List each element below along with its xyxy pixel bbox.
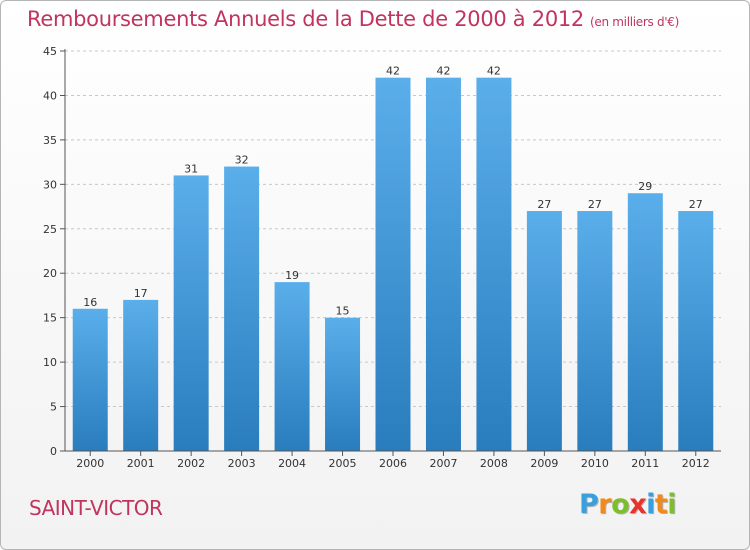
bar-value-label: 29 [638, 180, 652, 193]
x-tick-label: 2008 [480, 457, 508, 470]
bar [325, 317, 361, 451]
y-tick-label: 20 [43, 267, 57, 280]
logo-letter: r [598, 489, 612, 520]
x-tick-label: 2006 [379, 457, 407, 470]
logo-letter: i [667, 489, 677, 520]
labels: 16 17 31 32 19 15 42 42 42 27 27 29 27 [83, 65, 703, 318]
bar-value-label: 42 [436, 65, 450, 78]
bar [425, 77, 461, 452]
y-tick-label: 0 [50, 445, 57, 458]
y-tick-label: 45 [43, 45, 57, 58]
y-tick-label: 25 [43, 223, 57, 236]
proxiti-logo: Proxiti [579, 489, 677, 520]
x-tick-label: 2003 [228, 457, 256, 470]
bar-value-label: 31 [184, 162, 198, 175]
y-tick-label: 30 [43, 178, 57, 191]
bar [173, 175, 209, 451]
bar [476, 77, 512, 452]
bar-value-label: 27 [689, 198, 703, 211]
x-tick-label: 2005 [329, 457, 357, 470]
bars [72, 77, 714, 452]
x-tick-label: 2000 [76, 457, 104, 470]
town-name: SAINT-VICTOR [29, 496, 163, 520]
bar [274, 282, 310, 451]
bar-value-label: 17 [134, 287, 148, 300]
x-tick-label: 2009 [530, 457, 558, 470]
chart-title-text: Remboursements Annuels de la Dette de 20… [27, 7, 584, 31]
chart-title: Remboursements Annuels de la Dette de 20… [27, 7, 679, 31]
bar [123, 299, 159, 451]
bar-value-label: 16 [83, 296, 97, 309]
x-tick-label: 2004 [278, 457, 306, 470]
bar [577, 211, 613, 451]
bar-value-label: 42 [487, 65, 501, 78]
bar [375, 77, 411, 452]
logo-letter: i [646, 489, 655, 520]
x-tick-label: 2001 [127, 457, 155, 470]
logo-letter: o [611, 489, 630, 520]
y-tick-label: 5 [50, 401, 57, 414]
chart-subtitle: (en milliers d'€) [590, 15, 680, 29]
x-tick-label: 2007 [429, 457, 457, 470]
bar-value-label: 27 [588, 198, 602, 211]
x-tick-label: 2002 [177, 457, 205, 470]
logo-letter: t [654, 489, 668, 520]
bar-value-label: 27 [537, 198, 551, 211]
bar [627, 193, 663, 451]
bar-value-label: 15 [336, 305, 350, 318]
y-tick-label: 40 [43, 89, 57, 102]
axes: 0 5 10 15 20 25 30 35 40 45 2000 2001 2002 2003 2004 20… [43, 45, 721, 470]
bar [72, 308, 108, 451]
y-tick-label: 35 [43, 134, 57, 147]
bar [526, 211, 562, 451]
y-tick-label: 15 [43, 312, 57, 325]
bar-value-label: 32 [235, 154, 249, 167]
x-tick-label: 2011 [631, 457, 659, 470]
x-tick-label: 2010 [581, 457, 609, 470]
bar [224, 166, 260, 452]
logo-letter: P [579, 489, 599, 520]
x-tick-label: 2012 [682, 457, 710, 470]
bar-value-label: 19 [285, 269, 299, 282]
bar-value-label: 42 [386, 65, 400, 78]
logo-letter: x [629, 489, 647, 520]
bar [678, 211, 714, 451]
y-tick-label: 10 [43, 356, 57, 369]
